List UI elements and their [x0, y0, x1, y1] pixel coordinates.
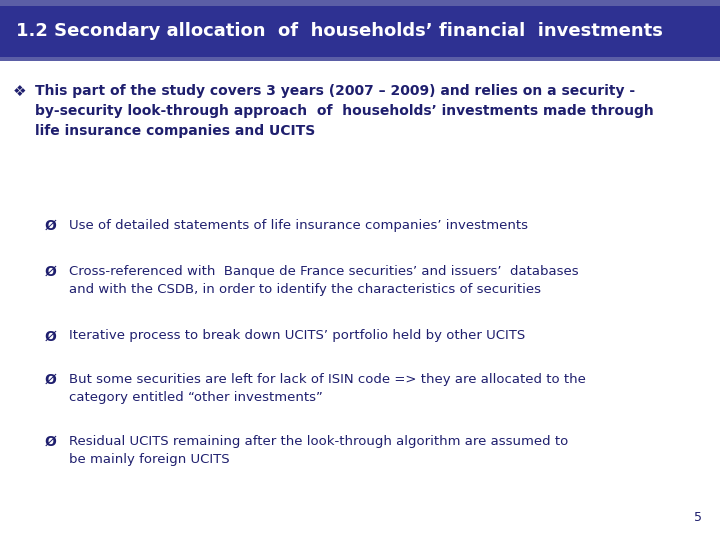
Text: This part of the study covers 3 years (2007 – 2009) and relies on a security -
b: This part of the study covers 3 years (2…: [35, 84, 653, 138]
Text: Cross-referenced with  Banque de France securities’ and issuers’  databases
and : Cross-referenced with Banque de France s…: [69, 265, 579, 295]
Bar: [0, 0, 720, 6]
Text: Ø: Ø: [45, 373, 56, 387]
Text: Ø: Ø: [45, 219, 56, 233]
Text: 5: 5: [694, 511, 702, 524]
Text: 1.2 Secondary allocation  of  households’ financial  investments: 1.2 Secondary allocation of households’ …: [16, 22, 662, 40]
Bar: [0, 0, 720, 57]
Bar: [0, 57, 720, 61]
Text: Use of detailed statements of life insurance companies’ investments: Use of detailed statements of life insur…: [69, 219, 528, 232]
Text: Iterative process to break down UCITS’ portfolio held by other UCITS: Iterative process to break down UCITS’ p…: [69, 329, 526, 342]
Text: Ø: Ø: [45, 265, 56, 279]
Text: Ø: Ø: [45, 329, 56, 343]
Text: Ø: Ø: [45, 435, 56, 449]
Text: Residual UCITS remaining after the look-through algorithm are assumed to
be main: Residual UCITS remaining after the look-…: [69, 435, 568, 465]
Text: ❖: ❖: [13, 84, 27, 99]
Text: But some securities are left for lack of ISIN code => they are allocated to the
: But some securities are left for lack of…: [69, 373, 586, 403]
